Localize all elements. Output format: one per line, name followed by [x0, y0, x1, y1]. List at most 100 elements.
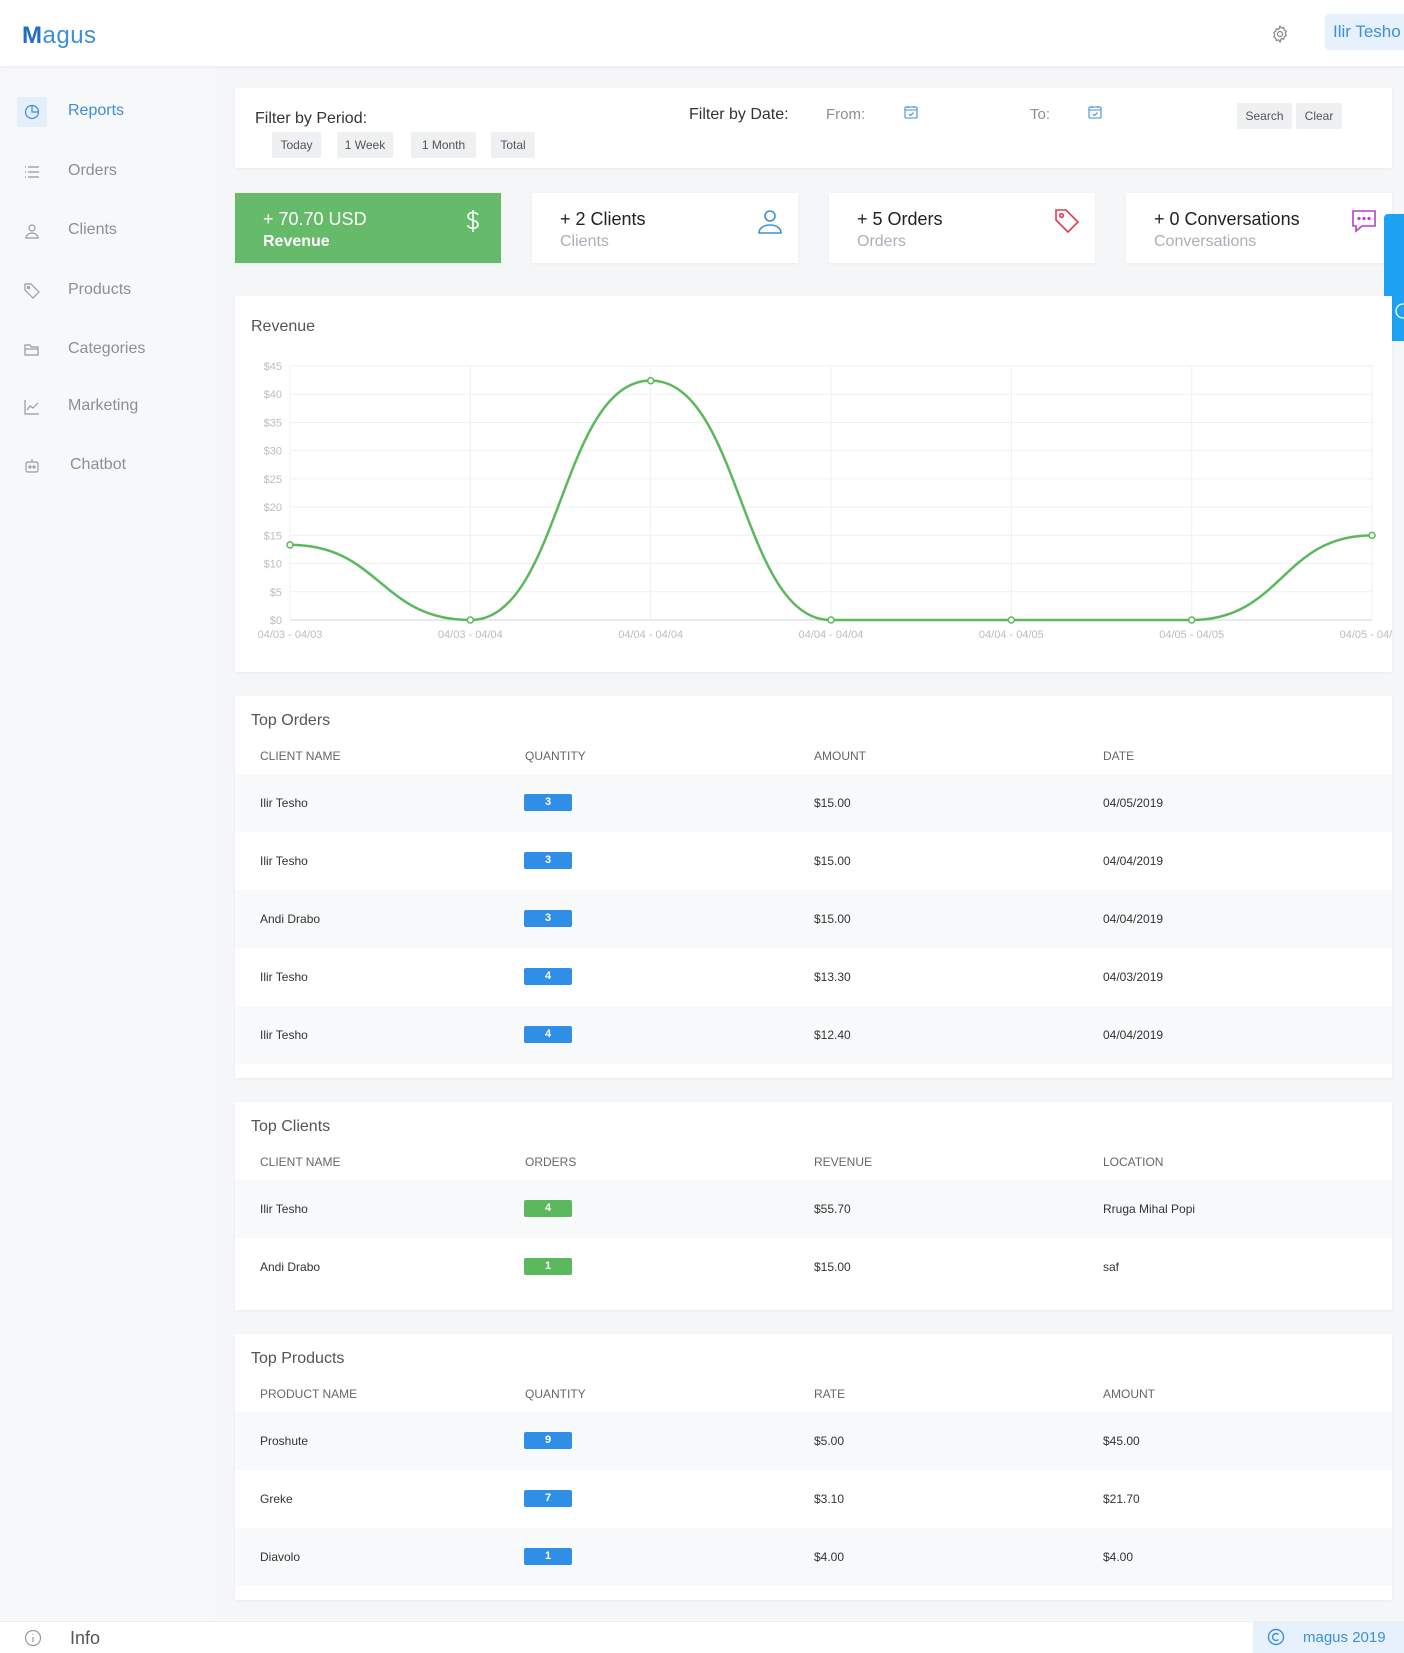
period-total-button[interactable]: Total [491, 132, 535, 158]
column-header[interactable]: DATE [1103, 749, 1134, 763]
sidebar-item-clients[interactable]: Clients [0, 211, 215, 251]
column-header[interactable]: ORDERS [525, 1155, 576, 1169]
stat-value: + 5 Orders [857, 209, 943, 230]
sidebar-item-label: Categories [68, 340, 145, 358]
folder-icon [17, 335, 47, 365]
stat-label: Revenue [263, 233, 330, 251]
x-tick-label: 04/03 - 04/04 [438, 629, 503, 641]
info-icon [24, 1629, 42, 1647]
user-menu-button[interactable]: Ilir Tesho [1325, 14, 1404, 50]
product-name-cell: Greke [260, 1492, 293, 1506]
data-point [467, 617, 473, 623]
table-row[interactable]: Ilir Tesho 4 $13.30 04/03/2019 [235, 948, 1392, 1006]
to-label: To: [1030, 106, 1050, 123]
sidebar-item-label: Products [68, 281, 131, 299]
clear-button[interactable]: Clear [1296, 103, 1342, 129]
table-row[interactable]: Andi Drabo 1 $15.00 saf [235, 1238, 1392, 1296]
x-tick-label: 04/05 - 04/05 [1159, 629, 1224, 641]
column-header[interactable]: AMOUNT [814, 749, 866, 763]
column-header[interactable]: CLIENT NAME [260, 749, 340, 763]
quantity-badge: 4 [524, 968, 572, 985]
sidebar-item-categories[interactable]: Categories [0, 330, 215, 370]
dollar-icon [459, 207, 487, 235]
copyright-icon [1267, 1628, 1285, 1646]
tag-icon [17, 276, 47, 306]
client-name-cell: Ilir Tesho [260, 796, 308, 810]
quantity-badge: 4 [524, 1026, 572, 1043]
feedback-icon [1394, 302, 1404, 320]
calendar-icon[interactable] [904, 105, 918, 119]
sidebar: Reports Orders Clients Products Categori… [0, 66, 215, 1621]
y-tick-label: $20 [264, 502, 282, 514]
sidebar-item-label: Clients [68, 221, 117, 239]
sidebar-item-products[interactable]: Products [0, 271, 215, 311]
table-row[interactable]: Ilir Tesho 4 $12.40 04/04/2019 [235, 1006, 1392, 1064]
y-tick-label: $45 [264, 361, 282, 373]
revenue-line-chart: $0 $5 $10 $15 $20 $25 $30 $35 $40 $45 04/03 - 04/0… [235, 296, 1392, 672]
period-month-button[interactable]: 1 Month [411, 132, 476, 158]
quantity-badge: 3 [524, 852, 572, 869]
stat-value: + 70.70 USD [263, 209, 367, 230]
x-tick-label: 04/05 - 04/05 [1340, 629, 1392, 641]
data-point [648, 378, 654, 384]
column-header[interactable]: AMOUNT [1103, 1387, 1155, 1401]
period-today-button[interactable]: Today [272, 132, 321, 158]
client-name-cell: Ilir Tesho [260, 1028, 308, 1042]
amount-cell: $15.00 [814, 854, 851, 868]
column-header[interactable]: REVENUE [814, 1155, 872, 1169]
revenue-cell: $55.70 [814, 1202, 851, 1216]
rate-cell: $5.00 [814, 1434, 844, 1448]
table-row[interactable]: Greke 7 $3.10 $21.70 [235, 1470, 1392, 1528]
copyright-text: magus 2019 [1303, 1629, 1386, 1646]
date-cell: 04/04/2019 [1103, 854, 1163, 868]
y-tick-label: $40 [264, 389, 282, 401]
y-tick-label: $25 [264, 474, 282, 486]
client-name-cell: Ilir Tesho [260, 1202, 308, 1216]
sidebar-item-orders[interactable]: Orders [0, 152, 215, 192]
gear-icon[interactable] [1270, 24, 1290, 44]
info-link[interactable]: Info [70, 1628, 100, 1649]
logo[interactable]: Magus [22, 22, 97, 50]
data-point [1008, 617, 1014, 623]
table-row[interactable]: Ilir Tesho 3 $15.00 04/05/2019 [235, 774, 1392, 832]
search-button[interactable]: Search [1237, 103, 1292, 129]
sidebar-item-chatbot[interactable]: Chatbot [0, 446, 215, 486]
date-cell: 04/04/2019 [1103, 1028, 1163, 1042]
table-row[interactable]: Ilir Tesho 3 $15.00 04/04/2019 [235, 832, 1392, 890]
amount-cell: $15.00 [814, 796, 851, 810]
client-name-cell: Ilir Tesho [260, 970, 308, 984]
period-week-button[interactable]: 1 Week [337, 132, 393, 158]
sidebar-item-reports[interactable]: Reports [0, 92, 215, 132]
y-tick-label: $0 [270, 615, 282, 627]
column-header[interactable]: PRODUCT NAME [260, 1387, 357, 1401]
y-tick-label: $5 [270, 587, 282, 599]
table-row[interactable]: Ilir Tesho 4 $55.70 Rruga Mihal Popi [235, 1180, 1392, 1238]
data-point [1189, 617, 1195, 623]
amount-cell: $12.40 [814, 1028, 851, 1042]
data-point [287, 542, 293, 548]
stat-card-conversations: + 0 Conversations Conversations [1126, 193, 1392, 263]
x-tick-label: 04/04 - 04/04 [618, 629, 683, 641]
amount-cell: $13.30 [814, 970, 851, 984]
amount-cell: $4.00 [1103, 1550, 1133, 1564]
stat-label: Orders [857, 233, 906, 251]
table-row[interactable]: Proshute 9 $5.00 $45.00 [235, 1412, 1392, 1470]
table-row[interactable]: Andi Drabo 3 $15.00 04/04/2019 [235, 890, 1392, 948]
stat-label: Conversations [1154, 233, 1256, 251]
column-header[interactable]: LOCATION [1103, 1155, 1163, 1169]
sidebar-item-label: Reports [68, 102, 124, 120]
sidebar-item-label: Chatbot [70, 456, 126, 474]
column-header[interactable]: QUANTITY [525, 1387, 586, 1401]
date-cell: 04/04/2019 [1103, 912, 1163, 926]
sidebar-item-marketing[interactable]: Marketing [0, 387, 215, 427]
calendar-icon[interactable] [1088, 105, 1102, 119]
tag-icon [1053, 207, 1081, 235]
column-header[interactable]: QUANTITY [525, 749, 586, 763]
column-header[interactable]: RATE [814, 1387, 845, 1401]
stat-label: Clients [560, 233, 609, 251]
client-name-cell: Andi Drabo [260, 1260, 320, 1274]
column-header[interactable]: CLIENT NAME [260, 1155, 340, 1169]
stat-card-revenue: + 70.70 USD Revenue [235, 193, 501, 263]
table-row[interactable]: Diavolo 1 $4.00 $4.00 [235, 1528, 1392, 1586]
location-cell: saf [1103, 1260, 1119, 1274]
